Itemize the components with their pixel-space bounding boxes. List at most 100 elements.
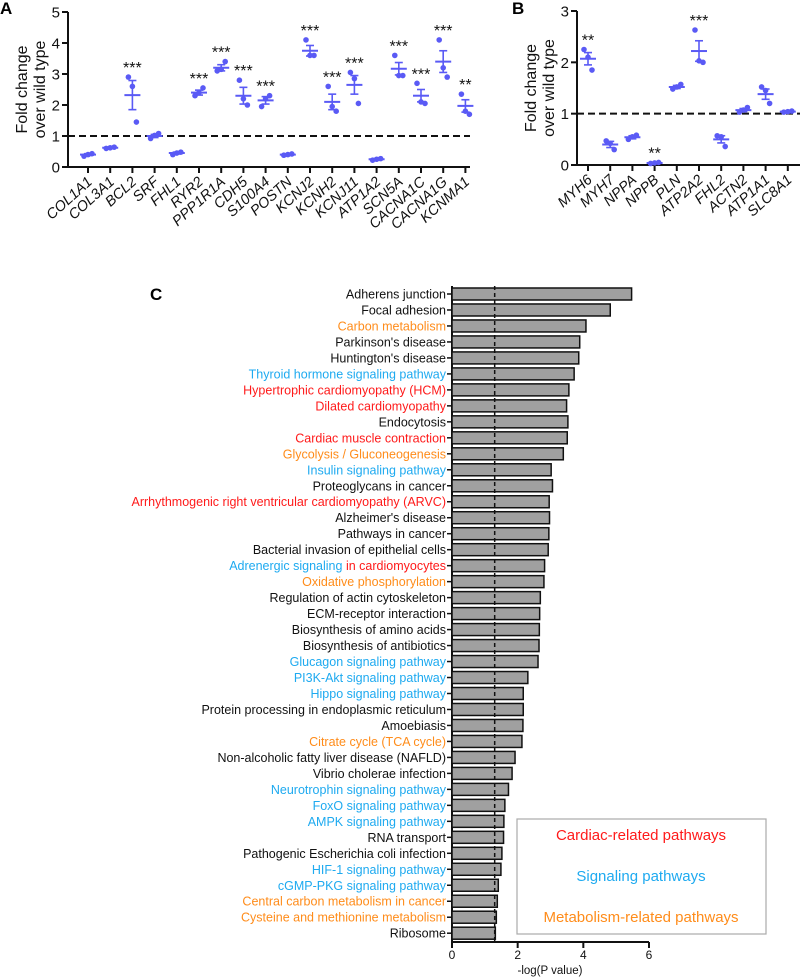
pathway-bar xyxy=(451,494,550,509)
pathway-label: Adherens junction xyxy=(346,288,446,302)
data-point-group xyxy=(646,159,663,167)
significance-label: *** xyxy=(412,66,431,83)
data-point-group xyxy=(735,104,752,115)
pathway-label-part: Arrhythmogenic right ventricular cardiom… xyxy=(132,495,446,509)
data-point-group xyxy=(691,27,707,66)
data-point-group xyxy=(668,81,685,92)
data-point xyxy=(258,103,265,110)
pathway-label-part: Biosynthesis of antibiotics xyxy=(303,639,446,653)
y-axis-label: Fold change over wild type xyxy=(523,39,558,137)
pathway-label-part: Amoebiasis xyxy=(381,719,446,733)
pathway-label: Bacterial invasion of epithelial cells xyxy=(253,543,446,557)
pathway-bar xyxy=(451,766,513,781)
pathway-label: Vibrio cholerae infection xyxy=(313,767,446,781)
data-point-group xyxy=(80,150,96,159)
significance-label: *** xyxy=(256,79,275,96)
pathway-bar xyxy=(451,463,552,477)
data-point-group xyxy=(302,37,318,59)
legend: Cardiac-related pathways Signaling pathwa… xyxy=(516,818,767,935)
pathway-bar xyxy=(451,718,524,733)
pathway-label: Regulation of actin cytoskeleton xyxy=(270,591,447,605)
pathway-label-part: Vibrio cholerae infection xyxy=(313,767,446,781)
pathway-label: RNA transport xyxy=(367,831,446,845)
pathway-label-part: PI3K-Akt signaling pathway xyxy=(294,671,447,685)
pathway-label: Pathogenic Escherichia coli infection xyxy=(243,847,446,861)
data-point xyxy=(325,83,332,90)
significance-label: ** xyxy=(459,77,471,94)
pathway-label: Parkinson's disease xyxy=(335,335,446,349)
pathway-label-part: Insulin signaling pathway xyxy=(307,463,447,477)
pathway-bar xyxy=(451,702,524,717)
data-point-group xyxy=(435,37,452,80)
legend-entry: Metabolism-related pathways xyxy=(543,909,738,926)
pathway-label-part: Central carbon metabolism in cancer xyxy=(242,895,446,909)
data-point xyxy=(700,59,706,66)
data-point xyxy=(244,102,251,108)
pathway-bar xyxy=(451,415,569,429)
pathway-bar xyxy=(451,782,510,797)
pathway-label-part: Neurotrophin signaling pathway xyxy=(271,783,447,797)
x-tick-label: 0 xyxy=(449,948,456,962)
pathway-label-part: ECM-receptor interaction xyxy=(307,607,446,621)
significance-label: *** xyxy=(323,69,342,86)
legend-box xyxy=(516,818,767,935)
pathway-bar xyxy=(451,558,546,573)
y-label-line1: Fold change xyxy=(14,45,31,133)
pathway-label: ECM-receptor interaction xyxy=(307,607,446,621)
data-point-group xyxy=(213,58,230,74)
data-point-group xyxy=(124,74,141,125)
pathway-label-part: Citrate cycle (TCA cycle) xyxy=(309,735,446,749)
data-point-group xyxy=(324,83,341,114)
pathway-label-part: Dilated cardiomyopathy xyxy=(315,399,446,413)
x-tick-label: 4 xyxy=(580,948,587,962)
pathway-label: Focal adhesion xyxy=(361,303,446,317)
significance-label: *** xyxy=(301,23,320,40)
pathway-label-part: Alzheimer's disease xyxy=(335,511,446,525)
data-point xyxy=(766,100,773,107)
data-point-group xyxy=(413,80,429,107)
pathway-label-part: Protein processing in endoplasmic reticu… xyxy=(201,703,446,717)
y-tick-label: 5 xyxy=(52,5,60,22)
pathway-label: Amoebiasis xyxy=(381,719,446,733)
y-label-line2: over wild type xyxy=(32,40,49,138)
pathway-label: Huntington's disease xyxy=(330,351,446,365)
data-point xyxy=(347,69,354,76)
y-tick-label: 2 xyxy=(52,98,60,115)
data-point-group xyxy=(580,46,596,73)
data-point-group xyxy=(102,144,119,152)
pathway-label-part: Carbon metabolism xyxy=(338,319,446,333)
pathway-label-part: Hippo signaling pathway xyxy=(310,687,446,701)
pathway-label: HIF-1 signaling pathway xyxy=(312,863,447,877)
data-point xyxy=(458,91,465,97)
y-tick-label: 0 xyxy=(52,160,60,177)
data-point-group xyxy=(757,84,774,107)
pathway-label-part: Endocytosis xyxy=(379,415,446,429)
legend-entry: Cardiac-related pathways xyxy=(556,827,726,844)
y-tick-label: 3 xyxy=(52,67,60,84)
pathway-label: Citrate cycle (TCA cycle) xyxy=(309,735,446,749)
pathway-bar xyxy=(451,910,498,924)
pathway-bar xyxy=(451,319,587,333)
data-point-group xyxy=(235,77,252,108)
pathway-bar xyxy=(451,510,551,525)
y-tick-label: 1 xyxy=(561,106,569,123)
panel-label: C xyxy=(150,285,162,304)
pathway-label-part: Pathogenic Escherichia coli infection xyxy=(243,847,446,861)
data-point-group xyxy=(390,52,407,79)
pathway-label-part: FoxO signaling pathway xyxy=(313,799,447,813)
pathway-label-part: Focal adhesion xyxy=(361,303,446,317)
data-point-group xyxy=(602,138,619,153)
y-label-line1: Fold change xyxy=(523,44,540,132)
pathway-label: Non-alcoholic fatty liver disease (NAFLD… xyxy=(217,751,446,765)
pathway-label-part: Oxidative phosphorylation xyxy=(302,575,446,589)
pathway-label-part: Proteoglycans in cancer xyxy=(313,479,446,493)
x-axis-label: -log(P value) xyxy=(518,965,583,977)
data-point xyxy=(236,77,243,83)
pathway-bar xyxy=(451,606,541,621)
y-tick-label: 2 xyxy=(561,55,569,72)
pathway-label-part: cGMP-PKG signaling pathway xyxy=(278,879,447,893)
significance-label: *** xyxy=(123,60,142,77)
significance-label: ** xyxy=(582,33,594,50)
pathway-bar xyxy=(451,846,503,861)
